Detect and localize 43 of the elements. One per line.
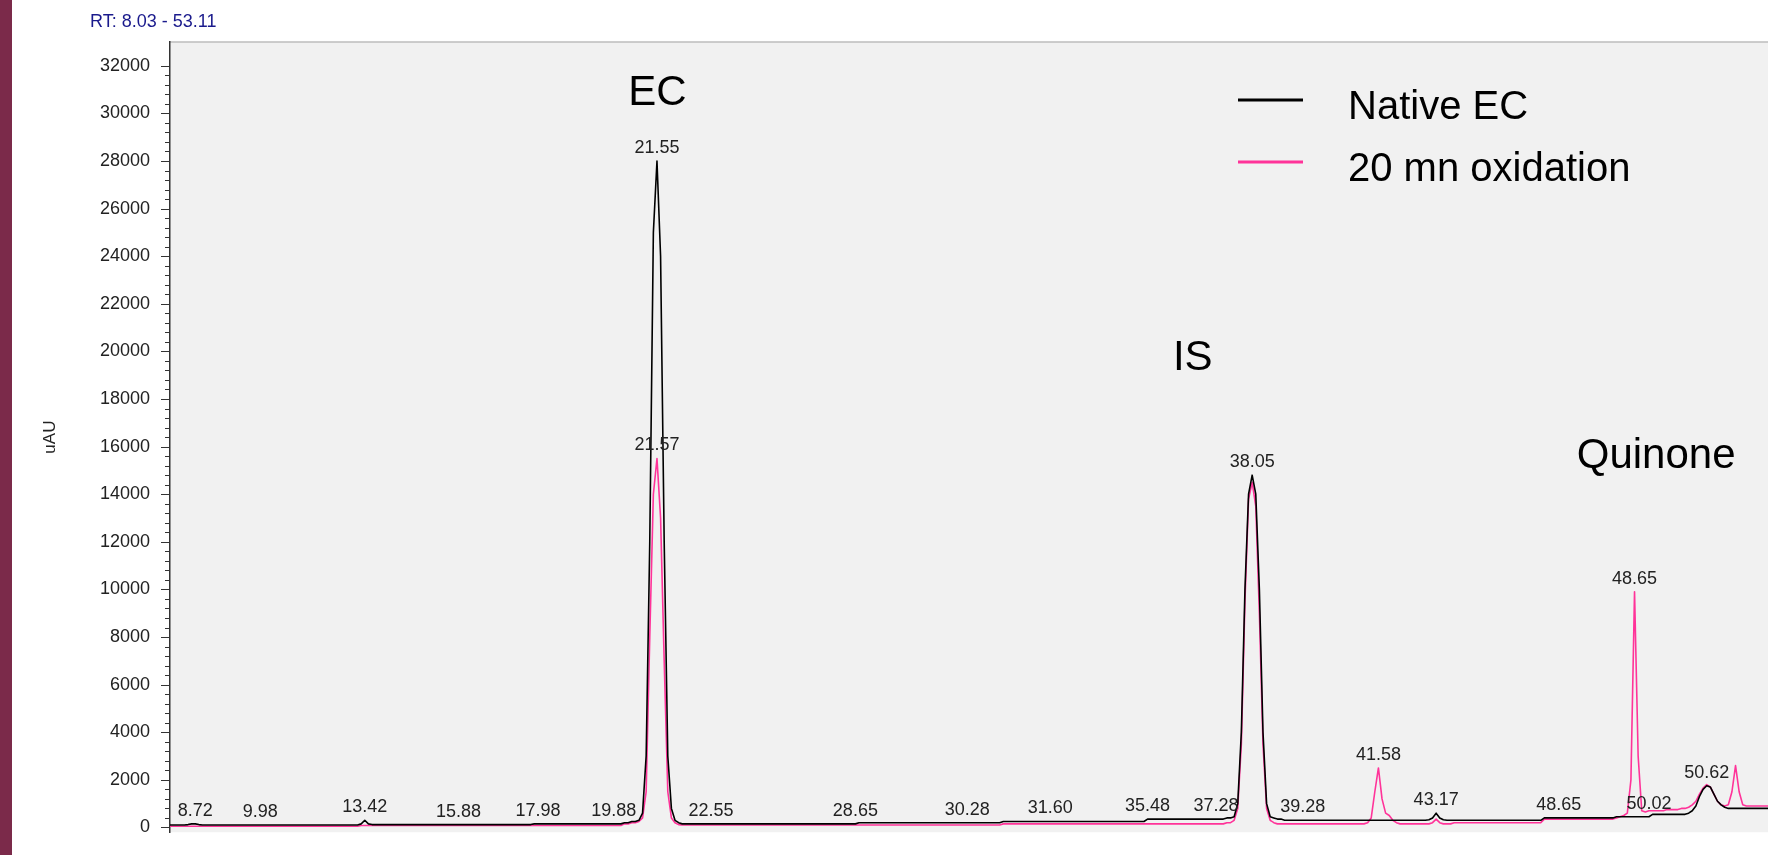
annotation: 30.28 [944, 798, 990, 819]
y-tick-label: 22000 [99, 292, 150, 313]
annotation: 13.42 [342, 796, 388, 817]
annotation: 50.62 [1684, 761, 1730, 782]
annotation: 19.88 [591, 799, 637, 820]
annotation: IS [1172, 331, 1213, 379]
annotation: 38.05 [1229, 451, 1275, 472]
text: RT: 8.03 - 53.11 [90, 10, 217, 31]
y-tick-label: 24000 [99, 245, 150, 266]
y-tick-label: 2000 [109, 768, 150, 789]
annotation: 9.98 [242, 801, 278, 822]
legend-label: Native EC [1348, 83, 1529, 128]
annotation: 21.55 [634, 136, 680, 157]
y-tick-label: 28000 [99, 149, 150, 170]
annotation: EC [628, 66, 687, 114]
y-tick-label: 10000 [99, 578, 150, 599]
annotation: 48.65 [1612, 567, 1658, 588]
y-tick-label: 0 [139, 816, 150, 837]
legend-label: 20 mn oxidation [1348, 145, 1631, 190]
annotation: 8.72 [177, 799, 213, 820]
annotation: Quinone [1576, 430, 1736, 478]
y-tick-label: 32000 [99, 54, 150, 75]
y-tick-label: 20000 [99, 340, 150, 361]
annotation: 15.88 [436, 800, 482, 821]
y-tick-label: 8000 [109, 626, 150, 646]
y-tick-label: 30000 [99, 102, 150, 123]
annotation: 48.65 [1536, 793, 1582, 814]
annotation: 41.58 [1355, 743, 1401, 764]
y-tick-label: 16000 [99, 435, 150, 456]
y-tick-label: 26000 [99, 197, 150, 218]
y-tick-label: 18000 [99, 387, 150, 408]
annotation: 39.28 [1280, 796, 1326, 817]
annotation: 17.98 [515, 799, 561, 820]
annotation: 43.17 [1413, 789, 1459, 810]
y-tick-label: 6000 [109, 673, 150, 694]
y-tick-label: 4000 [109, 721, 150, 742]
y-tick-label: 12000 [99, 530, 150, 551]
annotation: 28.65 [832, 799, 878, 820]
annotation: 22.55 [688, 799, 734, 820]
y-axis-title: uAU [39, 420, 59, 454]
annotation: 35.48 [1125, 795, 1171, 816]
y-tick-label: 14000 [99, 483, 150, 504]
annotation: 31.60 [1027, 797, 1073, 818]
